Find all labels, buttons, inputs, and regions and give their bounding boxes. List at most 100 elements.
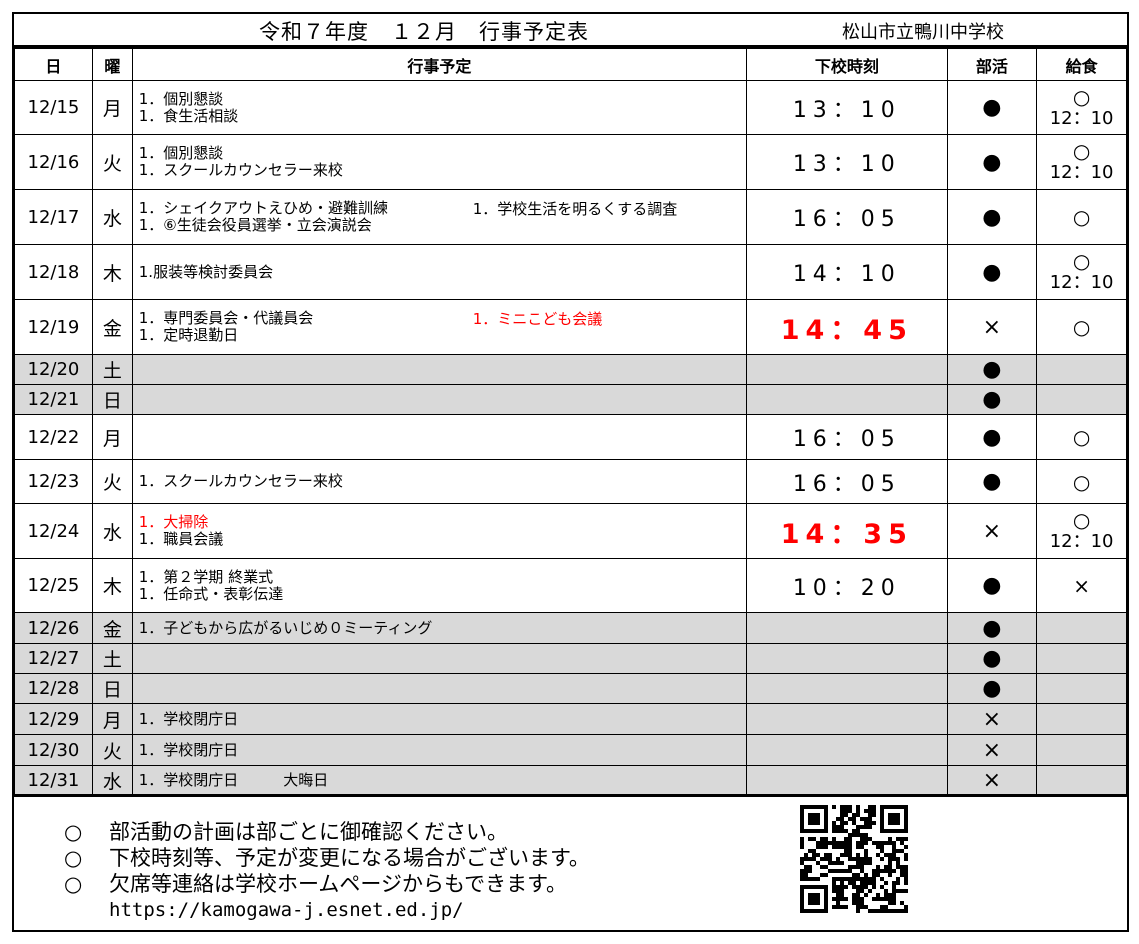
events-cell [131,414,748,460]
header-date: 日 [14,48,93,81]
lunch-end-time: 12：10 [1049,162,1114,183]
note-item: ○ 下校時刻等、予定が変更になる場合がございます。 [64,845,590,871]
table-row: 12/29 月 1．学校閉庁日 × [14,703,1127,735]
dismissal-time [746,765,948,796]
weekday-cell: 月 [91,80,133,135]
header-events: 行事予定 [131,48,748,81]
event-item: 1.服装等検討委員会 [138,262,274,281]
events-cell: 1．第２学期 終業式 1．任命式・表彰伝達 [131,558,748,613]
dismissal-time: 13：10 [746,134,948,190]
events-cell: 1．子どもから広がるいじめ０ミーティング [131,612,748,644]
weekday-cell: 火 [91,734,133,766]
table-row: 12/20 土 ● [14,354,1127,385]
date-cell: 12/24 [14,503,93,559]
lunch-cell: ○ 12：10 [1036,503,1127,559]
event-item: 1．専門委員会・代議員会 [138,309,314,327]
club-status: ● [946,384,1038,415]
school-url-link[interactable]: https://kamogawa-j.esnet.ed.jp/ [109,899,464,921]
weekday-cell: 水 [91,189,133,245]
qr-code[interactable] [800,805,908,913]
date-cell: 12/30 [14,734,93,766]
club-status: ● [946,643,1038,674]
club-status: ● [946,673,1038,704]
lunch-mark: ○ [1072,249,1091,273]
club-status: ● [946,244,1038,300]
events-cell [131,354,748,385]
table-row: 12/25 木 1．第２学期 終業式 1．任命式・表彰伝達 10：20 ● × [14,558,1127,613]
club-status: ● [946,80,1038,135]
date-cell: 12/31 [14,765,93,796]
lunch-mark: ○ [1072,315,1091,339]
dismissal-time: 14：35 [746,503,948,559]
date-cell: 12/18 [14,244,93,300]
event-item-secondary: 1．ミニこども会議 [472,310,603,328]
dismissal-time [746,703,948,735]
circle-bullet-icon: ○ [64,846,83,870]
club-status: ● [946,612,1038,644]
footer-notes: ○ 部活動の計画は部ごとに御確認ください。 ○ 下校時刻等、予定が変更になる場合がござ… [14,794,1127,933]
events-cell [131,673,748,704]
event-item: 1．学校閉庁日 [138,709,239,728]
club-status: × [946,765,1038,796]
table-row: 12/26 金 1．子どもから広がるいじめ０ミーティング ● [14,612,1127,644]
lunch-cell [1036,765,1127,796]
club-status: × [946,503,1038,559]
table-row: 12/17 水 1．シェイクアウトえひめ・避難訓練 1．⑥生徒会役員選挙・立会演説… [14,189,1127,245]
page-title: 令和７年度 １２月 行事予定表 [259,20,589,44]
lunch-cell: ○ 12：10 [1036,80,1127,135]
lunch-cell [1036,643,1127,674]
dismissal-time: 16：05 [746,189,948,245]
lunch-mark: ○ [1072,84,1091,109]
lunch-cell: ○ [1036,189,1127,245]
events-cell: 1.服装等検討委員会 [131,244,748,300]
table-row: 12/24 水 1．大掃除 1．職員会議 14：35 × ○ 12：10 [14,503,1127,559]
lunch-cell: ○ [1036,299,1127,355]
events-cell: 1．学校閉庁日 大晦日 [131,765,748,796]
events-cell: 1．スクールカウンセラー来校 [131,459,748,504]
header-lunch: 給食 [1036,48,1127,81]
date-cell: 12/17 [14,189,93,245]
header-dow: 曜 [91,48,133,81]
note-text: 部活動の計画は部ごとに御確認ください。 [109,820,508,844]
weekday-cell: 木 [91,244,133,300]
lunch-cell: ○ 12：10 [1036,134,1127,190]
lunch-mark: ○ [1072,508,1091,532]
lunch-cell [1036,673,1127,704]
dismissal-time [746,643,948,674]
event-item: 1．シェイクアウトえひめ・避難訓練 [138,199,389,217]
date-cell: 12/20 [14,354,93,385]
weekday-cell: 月 [91,414,133,460]
events-cell: 1．個別懇談 1．食生活相談 [131,80,748,135]
weekday-cell: 木 [91,558,133,613]
weekday-cell: 日 [91,673,133,704]
dismissal-time [746,673,948,704]
date-cell: 12/16 [14,134,93,190]
weekday-cell: 水 [91,503,133,559]
weekday-cell: 土 [91,643,133,674]
dismissal-time [746,734,948,766]
lunch-end-time: 12：10 [1049,272,1114,293]
event-item-secondary: 1．学校生活を明るくする調査 [472,200,678,218]
table-row: 12/19 金 1．専門委員会・代議員会 1．定時退勤日 1．ミニこども会議 14：… [14,299,1127,355]
weekday-cell: 金 [91,612,133,644]
date-cell: 12/22 [14,414,93,460]
lunch-cell: ○ [1036,414,1127,460]
note-item: ○ 部活動の計画は部ごとに御確認ください。 [64,819,590,845]
table-row: 12/21 日 ● [14,384,1127,415]
events-cell [131,384,748,415]
dismissal-time [746,384,948,415]
school-name: 松山市立鴨川中学校 [842,22,1004,43]
title-row: 令和７年度 １２月 行事予定表 松山市立鴨川中学校 [14,14,1127,48]
header-club: 部活 [946,48,1038,81]
event-item: 1．定時退勤日 [138,326,239,344]
dismissal-time [746,612,948,644]
lunch-mark: ○ [1072,469,1091,494]
event-item: 1．大掃除 [138,513,209,531]
club-status: ● [946,459,1038,504]
table-row: 12/23 火 1．スクールカウンセラー来校 16：05 ● ○ [14,459,1127,504]
lunch-end-time: 12：10 [1049,107,1114,129]
dismissal-time: 13：10 [746,80,948,135]
date-cell: 12/19 [14,299,93,355]
lunch-cell [1036,703,1127,735]
table-row: 12/31 水 1．学校閉庁日 大晦日 × [14,765,1127,796]
